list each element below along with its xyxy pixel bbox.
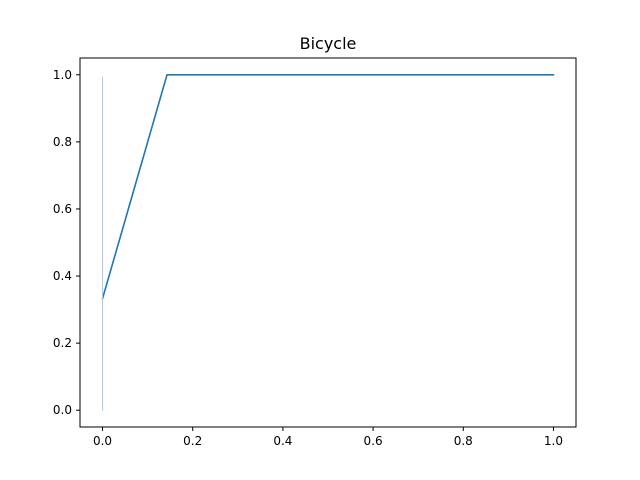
- x-axis: 0.0 0.2 0.4 0.6 0.8 1.0: [93, 427, 563, 448]
- x-tick-label: 0.4: [273, 434, 292, 448]
- y-tick-label: 0.2: [53, 336, 72, 350]
- y-tick-label: 0.0: [53, 403, 72, 417]
- plot-area: [80, 58, 576, 427]
- y-axis: 0.0 0.2 0.4 0.6 0.8 1.0: [53, 68, 80, 417]
- y-tick-label: 0.4: [53, 269, 72, 283]
- axes-background: [80, 58, 576, 427]
- series-line-curve: [101, 73, 555, 300]
- axes-frame: [79, 57, 577, 428]
- y-tick-label: 0.6: [53, 202, 72, 216]
- x-tick-label: 0.6: [364, 434, 383, 448]
- chart-title: Bicycle: [300, 34, 357, 53]
- x-tick-label: 0.2: [183, 434, 202, 448]
- x-tick-label: 0.0: [93, 434, 112, 448]
- x-tick-label: 0.8: [454, 434, 473, 448]
- x-tick-label: 1.0: [544, 434, 563, 448]
- y-tick-label: 0.8: [53, 135, 72, 149]
- y-tick-label: 1.0: [53, 68, 72, 82]
- series-layer: [101, 73, 555, 411]
